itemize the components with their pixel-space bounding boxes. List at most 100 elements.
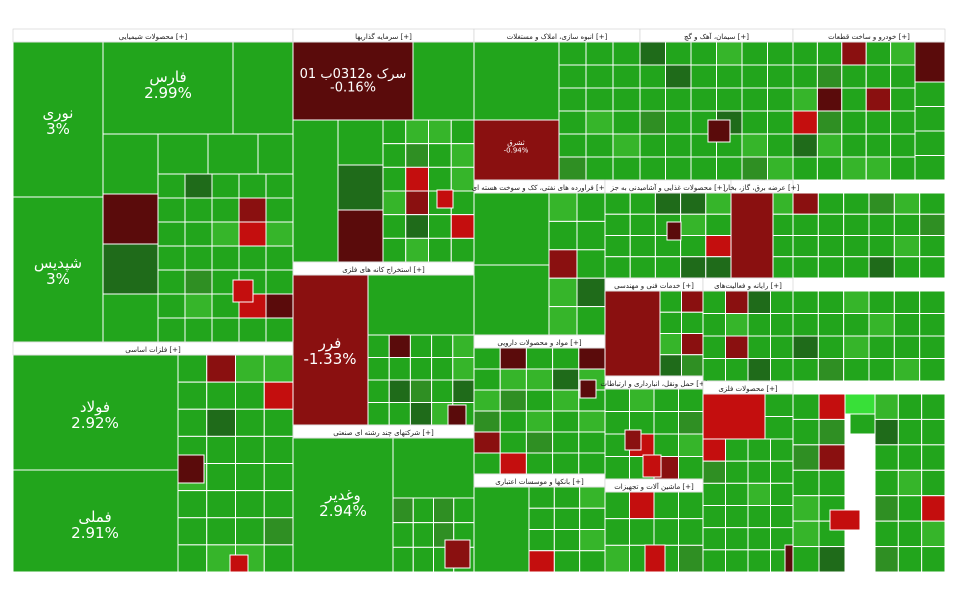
tile[interactable] (868, 213, 895, 236)
tile[interactable] (499, 389, 527, 412)
tile[interactable] (558, 156, 587, 181)
tile[interactable] (816, 110, 843, 135)
tile[interactable] (238, 197, 267, 223)
tile[interactable] (816, 87, 843, 112)
sector-header[interactable] (792, 28, 946, 43)
tile[interactable] (412, 497, 434, 524)
tile[interactable] (868, 192, 895, 215)
tile[interactable] (678, 456, 704, 480)
tile[interactable] (431, 357, 454, 381)
tile[interactable] (579, 507, 606, 530)
tile[interactable] (741, 110, 768, 135)
tile[interactable] (473, 119, 560, 181)
tile[interactable] (576, 277, 606, 308)
tile[interactable] (897, 546, 923, 573)
tile[interactable] (725, 313, 749, 337)
tile[interactable] (367, 334, 390, 358)
tile[interactable] (817, 358, 845, 382)
tile[interactable] (206, 354, 236, 383)
tile[interactable] (792, 64, 818, 89)
tile[interactable] (914, 81, 946, 107)
tile[interactable] (629, 256, 656, 279)
tile[interactable] (585, 156, 614, 181)
tile[interactable] (177, 354, 208, 383)
tile[interactable] (235, 408, 265, 437)
tile[interactable] (792, 192, 819, 215)
tile[interactable] (741, 64, 768, 89)
tile[interactable] (265, 221, 294, 247)
tile[interactable] (382, 190, 407, 216)
tile[interactable] (265, 173, 294, 199)
tile[interactable] (157, 197, 186, 223)
tile[interactable] (604, 491, 630, 520)
tile[interactable] (157, 269, 186, 295)
sector-header[interactable] (702, 380, 794, 395)
tile[interactable] (844, 393, 876, 415)
tile[interactable] (816, 133, 843, 158)
tile[interactable] (409, 334, 433, 358)
tile[interactable] (659, 290, 682, 313)
tile[interactable] (792, 444, 820, 471)
tile[interactable] (767, 156, 794, 181)
tile[interactable] (792, 87, 818, 112)
tile[interactable] (157, 293, 186, 319)
tile[interactable] (337, 119, 384, 166)
tile[interactable] (792, 235, 819, 258)
tile[interactable] (409, 357, 433, 381)
tile[interactable] (528, 550, 555, 573)
tile[interactable] (653, 518, 679, 546)
tile[interactable] (405, 237, 429, 263)
tile[interactable] (843, 235, 870, 258)
tile[interactable] (367, 402, 390, 426)
tile[interactable] (548, 192, 578, 222)
tile[interactable] (211, 173, 240, 199)
tile[interactable] (843, 290, 870, 314)
tile[interactable] (409, 379, 433, 403)
tile[interactable] (770, 290, 794, 314)
tile[interactable] (680, 213, 707, 236)
tile[interactable] (428, 143, 452, 168)
tile[interactable] (177, 408, 208, 437)
tile[interactable] (705, 213, 732, 236)
tile[interactable] (292, 437, 394, 573)
tile[interactable] (716, 156, 743, 181)
tile[interactable] (817, 290, 845, 314)
tile[interactable] (707, 119, 731, 143)
tile[interactable] (412, 41, 475, 121)
tile[interactable] (792, 469, 820, 497)
tile[interactable] (558, 41, 587, 66)
tile[interactable] (235, 354, 265, 383)
tile[interactable] (702, 335, 726, 359)
tile[interactable] (211, 221, 240, 247)
tile[interactable] (829, 509, 861, 531)
tile[interactable] (558, 64, 587, 89)
tile[interactable] (705, 192, 732, 215)
tile[interactable] (102, 193, 159, 245)
tile[interactable] (772, 256, 794, 279)
tile[interactable] (890, 64, 916, 89)
tile[interactable] (681, 311, 704, 334)
tile[interactable] (865, 156, 892, 181)
tile[interactable] (716, 87, 743, 112)
tile[interactable] (705, 235, 732, 258)
tile[interactable] (843, 256, 870, 279)
sector-header[interactable] (292, 424, 475, 439)
tile[interactable] (604, 256, 631, 279)
tile[interactable] (681, 333, 704, 356)
tile[interactable] (818, 444, 846, 471)
tile[interactable] (792, 418, 820, 446)
tile[interactable] (702, 358, 726, 382)
tile[interactable] (816, 64, 843, 89)
tile[interactable] (235, 435, 265, 464)
tile[interactable] (792, 213, 819, 236)
tile[interactable] (388, 357, 411, 381)
tile[interactable] (405, 190, 429, 216)
tile[interactable] (263, 435, 294, 464)
tile[interactable] (747, 482, 771, 507)
tile[interactable] (764, 393, 794, 417)
tile[interactable] (818, 393, 846, 420)
tile[interactable] (265, 197, 294, 223)
tile[interactable] (431, 334, 454, 358)
sector-header[interactable] (12, 341, 294, 356)
tile[interactable] (12, 196, 104, 343)
